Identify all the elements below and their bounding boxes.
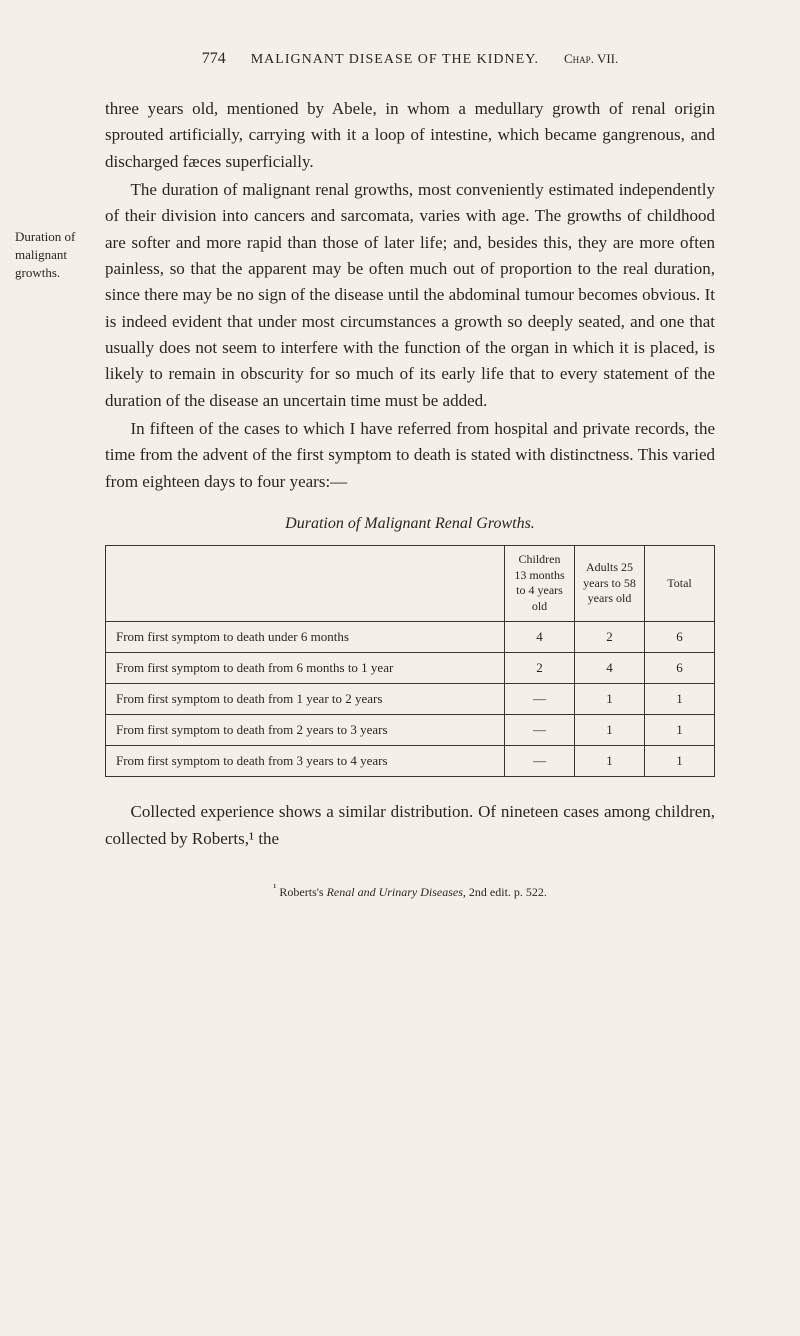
table-cell-value: 2 [505,652,575,683]
paragraph-2: The duration of malignant renal growths,… [105,177,715,414]
table-cell-value: 2 [575,621,645,652]
table-header-total: Total [645,546,715,621]
table-cell-value: — [505,746,575,777]
table-cell-value: 6 [645,652,715,683]
closing-paragraph: Collected experience shows a similar dis… [105,799,715,852]
table-cell-label: From first symptom to death from 1 year … [106,683,505,714]
table-row: From first symptom to death from 6 month… [106,652,715,683]
table-cell-label: From first symptom to death from 6 month… [106,652,505,683]
table-row: From first symptom to death from 1 year … [106,683,715,714]
closing-text: Collected experience shows a similar dis… [105,799,715,852]
table-row: From first symptom to death under 6 mont… [106,621,715,652]
paragraph-3: In fifteen of the cases to which I have … [105,416,715,495]
footnote-marker: ¹ [273,882,276,894]
margin-note: Duration of malignant growths. [15,228,95,283]
footnote-text: Roberts's Renal and Urinary Diseases, 2n… [279,885,547,899]
table-row: From first symptom to death from 3 years… [106,746,715,777]
table-cell-label: From first symptom to death under 6 mont… [106,621,505,652]
page-header: 774 MALIGNANT DISEASE OF THE KIDNEY. Cha… [105,50,715,68]
chapter-reference: Chap. VII. [564,51,618,67]
table-cell-value: 1 [575,746,645,777]
page-number: 774 [202,50,226,68]
content-area: Duration of malignant growths. three yea… [105,96,715,900]
table-header-children: Children 13 months to 4 years old [505,546,575,621]
footnote-italic: Renal and Urinary Diseases [327,885,463,899]
table-cell-value: 1 [645,746,715,777]
page-container: 774 MALIGNANT DISEASE OF THE KIDNEY. Cha… [0,0,800,940]
table-row: From first symptom to death from 2 years… [106,715,715,746]
table-cell-value: 4 [505,621,575,652]
table-header-row: Children 13 months to 4 years old Adults… [106,546,715,621]
table-header-adults: Adults 25 years to 58 years old [575,546,645,621]
table-cell-label: From first symptom to death from 2 years… [106,715,505,746]
table-caption: Duration of Malignant Renal Growths. [105,515,715,533]
running-title: MALIGNANT DISEASE OF THE KIDNEY. [251,52,539,68]
paragraph-1: three years old, mentioned by Abele, in … [105,96,715,175]
footnote: ¹ Roberts's Renal and Urinary Diseases, … [105,882,715,900]
table-cell-value: 1 [575,683,645,714]
table-cell-value: — [505,715,575,746]
table-cell-value: 1 [645,715,715,746]
table-cell-label: From first symptom to death from 3 years… [106,746,505,777]
table-header-empty [106,546,505,621]
table-cell-value: 1 [645,683,715,714]
duration-table: Children 13 months to 4 years old Adults… [105,545,715,777]
table-cell-value: — [505,683,575,714]
table-cell-value: 4 [575,652,645,683]
body-text: three years old, mentioned by Abele, in … [105,96,715,495]
table-cell-value: 6 [645,621,715,652]
table-cell-value: 1 [575,715,645,746]
